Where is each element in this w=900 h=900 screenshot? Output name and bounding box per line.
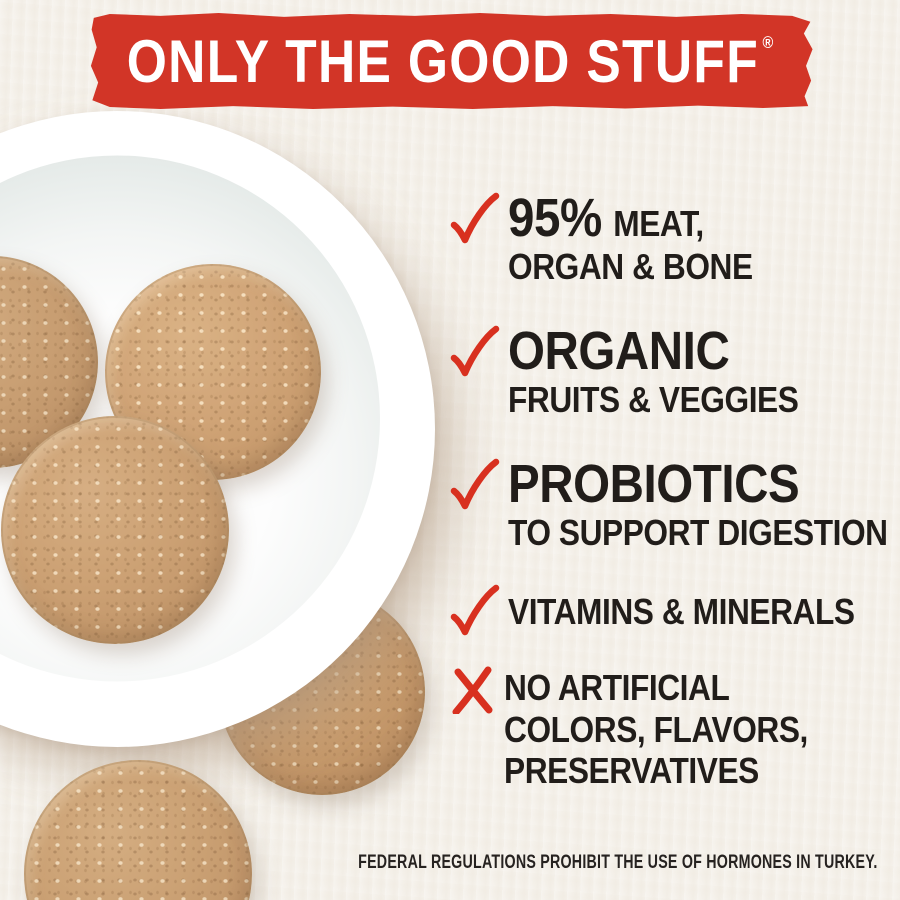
banner-text: ONLY THE GOOD STUFF ®: [127, 27, 775, 96]
feature-item: VITAMINS & MINERALS: [448, 584, 900, 638]
feature-line: 95% MEAT,: [508, 188, 753, 248]
check-icon: [450, 584, 500, 636]
check-icon: [450, 192, 500, 244]
feature-line: ORGAN & BONE: [508, 246, 753, 287]
feature-big-text: ORGANIC: [508, 321, 730, 381]
feature-suffix-text: MEAT,: [613, 203, 704, 244]
feature-item: NO ARTIFICIAL COLORS, FLAVORS, PRESERVAT…: [448, 666, 849, 791]
feature-item: 95% MEAT, ORGAN & BONE: [448, 188, 786, 287]
banner: ONLY THE GOOD STUFF ®: [90, 12, 813, 110]
feature-big-text: PROBIOTICS: [508, 454, 800, 514]
disclaimer-text: FEDERAL REGULATIONS PROHIBIT THE USE OF …: [358, 852, 878, 873]
feature-line: VITAMINS & MINERALS: [508, 591, 855, 632]
feature-line: FRUITS & VEGGIES: [508, 378, 799, 420]
feature-line: PRESERVATIVES: [504, 750, 759, 792]
feature-text: 95% MEAT, ORGAN & BONE: [508, 188, 753, 287]
feature-line: COLORS, FLAVORS,: [504, 708, 808, 750]
feature-text: VITAMINS & MINERALS: [508, 590, 855, 632]
check-icon: [450, 325, 500, 377]
banner-headline: ONLY THE GOOD STUFF: [127, 27, 760, 95]
registered-trademark: ®: [762, 32, 775, 52]
feature-line: TO SUPPORT DIGESTION: [508, 511, 888, 553]
feature-text: NO ARTIFICIAL COLORS, FLAVORS, PRESERVAT…: [504, 666, 808, 791]
x-icon: [452, 666, 493, 714]
feature-item: PROBIOTICS TO SUPPORT DIGESTION: [448, 454, 900, 553]
feature-item: ORGANIC FRUITS & VEGGIES: [448, 321, 838, 420]
check-icon: [450, 458, 500, 510]
feature-text: ORGANIC FRUITS & VEGGIES: [508, 321, 799, 420]
feature-big-text: 95%: [508, 188, 602, 248]
feature-line: NO ARTIFICIAL: [504, 667, 730, 708]
turkey-patty: [24, 760, 252, 900]
turkey-patty: [1, 416, 229, 644]
feature-text: PROBIOTICS TO SUPPORT DIGESTION: [508, 454, 888, 553]
